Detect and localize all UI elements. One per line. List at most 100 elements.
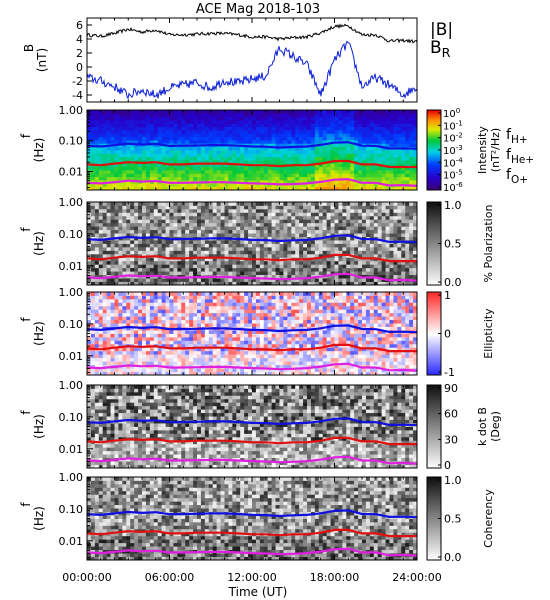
heatmap-cell [106, 260, 111, 265]
heatmap-cell [295, 236, 300, 241]
heatmap-cell [189, 240, 194, 244]
heatmap-cell [255, 123, 261, 128]
heatmap-cell [283, 271, 288, 276]
heatmap-cell [204, 166, 210, 171]
heatmap-cell [310, 130, 316, 134]
heatmap-cell [358, 156, 363, 161]
heatmap-cell [287, 243, 292, 248]
heatmap-cell [310, 186, 316, 191]
heatmap-cell [346, 212, 351, 217]
heatmap-cell [98, 143, 104, 148]
heatmap-cell [157, 298, 163, 303]
heatmap-cell [153, 219, 159, 224]
heatmap-cell [314, 229, 320, 234]
heatmap-cell [122, 246, 127, 251]
heatmap-cell [110, 215, 115, 220]
heatmap-cell [110, 298, 115, 303]
colorbar-cell [427, 134, 441, 137]
heatmap-cell [145, 298, 151, 303]
heatmap-cell [110, 208, 115, 213]
heatmap-cell [236, 120, 241, 124]
heatmap-cell [153, 156, 159, 161]
heatmap-cell [204, 250, 210, 255]
heatmap-cell [263, 226, 269, 231]
heatmap-cell [413, 253, 418, 258]
heatmap-cell [291, 260, 296, 265]
heatmap-cell [318, 215, 324, 220]
heatmap-cell [397, 267, 402, 272]
heatmap-cell [279, 153, 284, 158]
heatmap-cell [98, 253, 104, 258]
heatmap-cell [279, 243, 284, 248]
heatmap-cell [157, 130, 163, 134]
heatmap-cell [138, 333, 143, 338]
heatmap-cell [373, 123, 379, 128]
heatmap-cell [244, 110, 249, 114]
heatmap-cell [354, 156, 359, 161]
heatmap-cell [275, 116, 280, 121]
heatmap-cell [259, 143, 265, 148]
heatmap-cell [161, 146, 166, 151]
heatmap-cell [110, 126, 115, 131]
heatmap-cell [334, 163, 339, 168]
heatmap-cell [303, 126, 308, 131]
heatmap-cell [208, 271, 214, 276]
heatmap-cell [122, 354, 127, 359]
heatmap-cell [354, 260, 359, 265]
heatmap-cell [381, 267, 386, 272]
heatmap-cell [130, 350, 135, 355]
heatmap-cell [193, 183, 198, 188]
heatmap-cell [401, 180, 406, 184]
heatmap-cell [106, 264, 111, 269]
heatmap-cell [118, 361, 123, 366]
heatmap-cell [212, 160, 218, 164]
colorbar-cell [427, 182, 441, 185]
heatmap-cell [157, 116, 163, 121]
heatmap-cell [138, 133, 143, 138]
heatmap-cell [110, 267, 115, 272]
heatmap-cell [134, 316, 139, 321]
heatmap-cell [208, 219, 214, 224]
heatmap-cell [90, 340, 96, 345]
heatmap-cell [106, 368, 111, 372]
heatmap-cell [161, 361, 166, 366]
heatmap-cell [94, 183, 100, 188]
heatmap-cell [173, 226, 178, 231]
heatmap-cell [106, 123, 111, 128]
heatmap-cell [259, 180, 265, 184]
heatmap-cell [255, 153, 261, 158]
heatmap-cell [94, 166, 100, 171]
heatmap-cell [338, 278, 343, 282]
heatmap-cell [98, 330, 104, 334]
heatmap-cell [197, 113, 202, 118]
heatmap-cell [263, 229, 269, 234]
heatmap-cell [153, 243, 159, 248]
heatmap-cell [228, 173, 233, 178]
heatmap-cell [177, 343, 182, 348]
heatmap-cell [169, 156, 174, 161]
heatmap-cell [145, 319, 151, 324]
heatmap-cell [369, 253, 375, 258]
heatmap-cell [185, 156, 190, 161]
heatmap-cell [279, 120, 284, 124]
heatmap-cell [365, 215, 371, 220]
heatmap-cell [138, 250, 143, 255]
heatmap-cell [362, 253, 367, 258]
heatmap-cell [118, 292, 123, 296]
heatmap-cell [338, 150, 343, 154]
heatmap-cell [283, 113, 288, 118]
heatmap-cell [110, 205, 115, 210]
heatmap-cell [275, 120, 280, 124]
y-axis-unit: (Hz) [32, 138, 46, 163]
heatmap-cell [362, 264, 367, 269]
heatmap-cell [259, 173, 265, 178]
heatmap-cell [381, 160, 386, 164]
heatmap-cell [314, 116, 320, 121]
heatmap-cell [318, 140, 324, 144]
colorbar-cell [427, 166, 441, 169]
heatmap-cell [299, 110, 304, 114]
heatmap-cell [263, 264, 269, 269]
heatmap-cell [259, 170, 265, 174]
heatmap-cell [299, 264, 304, 269]
heatmap-cell [126, 205, 131, 210]
